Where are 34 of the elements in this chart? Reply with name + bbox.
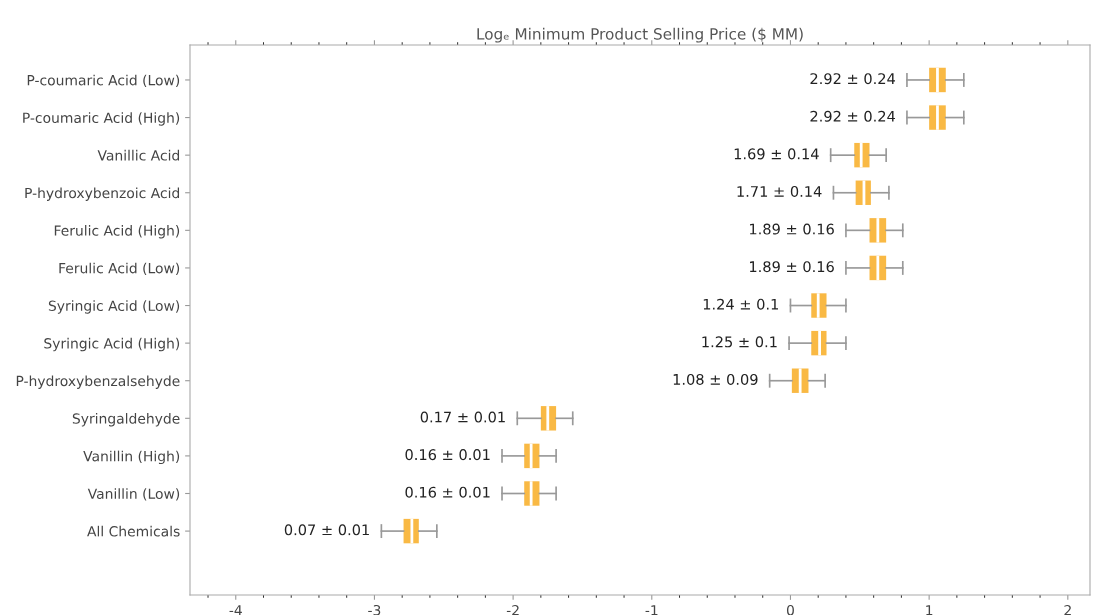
- x-tick-label: -3: [368, 604, 381, 615]
- text: 1.89 ± 0.16: [749, 223, 834, 235]
- text: 1.89 ± 0.16: [749, 261, 834, 273]
- y-tick-label: Ferulic Acid (High): [54, 225, 180, 239]
- text: 1.08 ± 0.09: [673, 373, 758, 385]
- y-tick-label: Syringic Acid (High): [44, 337, 180, 352]
- chart-title: Logₑ Minimum Product Selling Price ($ MM): [477, 27, 803, 43]
- y-tick-label: P-hydroxybenzoic Acid: [25, 187, 180, 201]
- x-tick-label: 0: [786, 604, 794, 615]
- x-tick-label: 2: [1064, 604, 1071, 615]
- x-tick-label: -1: [645, 605, 658, 615]
- text: 2.92 ± 0.24: [810, 110, 896, 122]
- y-tick-label: All Chemicals: [87, 525, 180, 537]
- y-tick-label: Syringic Acid (Low): [48, 300, 180, 314]
- text: 2.92 ± 0.24: [810, 73, 896, 85]
- x-tick-label: -4: [229, 605, 242, 615]
- text: 1.71 ± 0.14: [737, 185, 822, 197]
- text: 0.17 ± 0.01: [420, 411, 505, 423]
- y-tick-label: Vanillic Acid: [97, 149, 180, 161]
- y-tick-label: P-coumaric Acid (High): [23, 112, 180, 126]
- x-tick-label: -2: [506, 604, 519, 615]
- y-tick-label: Syringaldehyde: [72, 413, 180, 427]
- text: 0.16 ± 0.01: [405, 449, 490, 461]
- x-tick-label: 1: [926, 605, 933, 615]
- y-tick-label: Vanillin (High): [83, 450, 180, 465]
- y-tick-label: Vanillin (Low): [87, 488, 180, 501]
- text: 1.25 ± 0.1: [702, 336, 777, 348]
- text: 0.07 ± 0.01: [284, 524, 369, 536]
- text: 1.24 ± 0.1: [703, 298, 779, 310]
- y-tick-label: P-hydroxybenzalsehyde: [16, 375, 180, 389]
- text: 0.16 ± 0.01: [405, 486, 490, 498]
- y-tick-label: Ferulic Acid (Low): [59, 262, 180, 276]
- y-tick-label: P-coumaric Acid (Low): [27, 74, 180, 88]
- text: 1.69 ± 0.14: [734, 148, 819, 160]
